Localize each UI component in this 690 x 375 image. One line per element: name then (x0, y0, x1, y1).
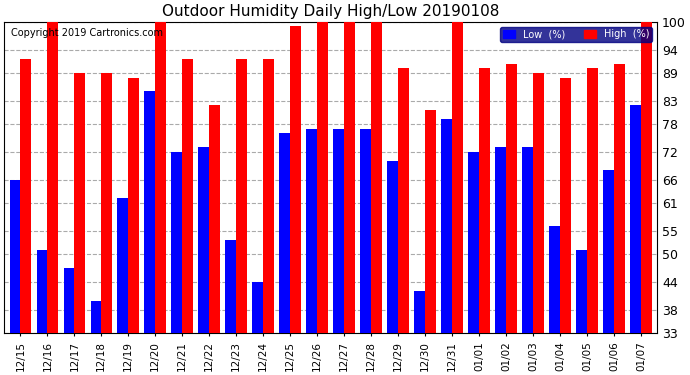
Bar (333, 129, 344, 333)
Bar (226, 240, 236, 333)
Bar (533, 73, 544, 333)
Bar (414, 291, 425, 333)
Bar (560, 78, 571, 333)
Bar (387, 161, 398, 333)
Bar (279, 133, 290, 333)
Bar (75, 73, 85, 333)
Bar (182, 59, 193, 333)
Bar (614, 63, 624, 333)
Bar (117, 198, 128, 333)
Bar (21, 59, 31, 333)
Bar (603, 171, 614, 333)
Bar (576, 249, 587, 333)
Bar (37, 249, 48, 333)
Bar (48, 22, 58, 333)
Bar (630, 105, 641, 333)
Bar (236, 59, 247, 333)
Text: Copyright 2019 Cartronics.com: Copyright 2019 Cartronics.com (11, 28, 163, 38)
Bar (549, 226, 560, 333)
Bar (101, 73, 112, 333)
Bar (587, 68, 598, 333)
Bar (63, 268, 75, 333)
Bar (209, 105, 220, 333)
Bar (306, 129, 317, 333)
Bar (263, 59, 274, 333)
Bar (199, 147, 209, 333)
Bar (144, 92, 155, 333)
Bar (155, 22, 166, 333)
Bar (495, 147, 506, 333)
Title: Outdoor Humidity Daily High/Low 20190108: Outdoor Humidity Daily High/Low 20190108 (162, 4, 500, 19)
Bar (171, 152, 182, 333)
Legend: Low  (%), High  (%): Low (%), High (%) (500, 27, 652, 42)
Bar (469, 152, 479, 333)
Bar (290, 26, 301, 333)
Bar (371, 22, 382, 333)
Bar (425, 110, 436, 333)
Bar (128, 78, 139, 333)
Bar (506, 63, 517, 333)
Bar (344, 22, 355, 333)
Bar (441, 119, 452, 333)
Bar (452, 22, 463, 333)
Bar (90, 301, 101, 333)
Bar (479, 68, 490, 333)
Bar (360, 129, 371, 333)
Bar (253, 282, 263, 333)
Bar (10, 180, 21, 333)
Bar (398, 68, 409, 333)
Bar (522, 147, 533, 333)
Bar (641, 22, 651, 333)
Bar (317, 22, 328, 333)
